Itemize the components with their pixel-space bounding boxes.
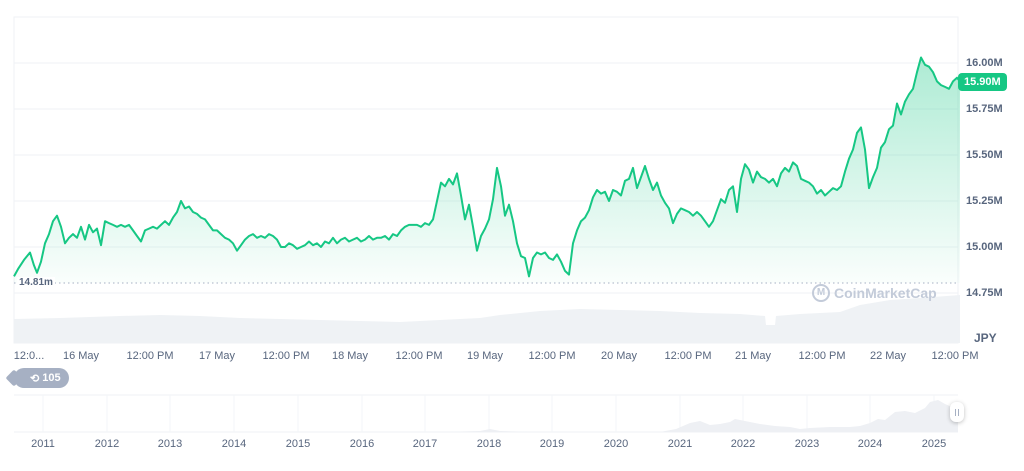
x-tick-label: 19 May (466, 350, 504, 362)
y-tick-label: 15.75M (966, 103, 1003, 115)
x-tick-label: 12:00 PM (664, 350, 712, 362)
volume-bars (14, 295, 960, 343)
x-tick-label: 22 May (869, 350, 907, 362)
y-tick-label: 15.00M (966, 241, 1003, 253)
history-count: 105 (42, 372, 61, 384)
low-price-label: 14.81m (17, 277, 55, 288)
year-tick-label: 2024 (857, 438, 883, 450)
coinmarketcap-logo-icon: M (812, 284, 830, 302)
coinmarketcap-watermark: M CoinMarketCap (812, 284, 937, 302)
x-tick-label: 12:00 PM (528, 350, 576, 362)
year-tick-label: 2013 (157, 438, 183, 450)
year-tick-label: 2020 (603, 438, 629, 450)
year-tick-label: 2011 (31, 438, 55, 450)
x-tick-label: 18 May (331, 350, 369, 362)
history-badge[interactable]: ⟲ 105 (14, 368, 69, 388)
year-tick-label: 2016 (349, 438, 375, 450)
current-price-badge: 15.90M (958, 73, 1007, 91)
grip-icon (955, 408, 956, 416)
x-tick-label: 17 May (198, 350, 236, 362)
year-tick-label: 2021 (667, 438, 693, 450)
y-tick-label: 15.50M (966, 149, 1003, 161)
year-tick-label: 2012 (94, 438, 120, 450)
y-tick-label: 16.00M (966, 57, 1003, 69)
year-tick-label: 2022 (730, 438, 756, 450)
x-tick-label: 16 May (62, 350, 100, 362)
year-tick-label: 2019 (539, 438, 565, 450)
x-tick-label: 12:00 PM (262, 350, 310, 362)
x-tick-label: 20 May (600, 350, 638, 362)
x-tick-label: 21 May (734, 350, 772, 362)
y-tick-label: 15.25M (966, 195, 1003, 207)
year-tick-label: 2025 (921, 438, 947, 450)
year-tick-label: 2015 (285, 438, 311, 450)
currency-label: JPY (974, 331, 997, 345)
year-tick-label: 2023 (794, 438, 820, 450)
year-tick-label: 2014 (221, 438, 247, 450)
year-tick-label: 2017 (412, 438, 438, 450)
history-clock-icon: ⟲ (30, 372, 40, 385)
range-navigator[interactable] (14, 394, 958, 433)
year-tick-label: 2018 (476, 438, 502, 450)
x-tick-label: 12:0... (13, 350, 45, 362)
price-area (13, 56, 961, 283)
navigator-slider-handle[interactable] (950, 402, 964, 422)
x-tick-label: 12:00 PM (931, 350, 979, 362)
x-tick-label: 12:00 PM (798, 350, 846, 362)
watermark-text: CoinMarketCap (834, 285, 937, 301)
y-tick-label: 14.75M (966, 287, 1003, 299)
grip-icon (958, 408, 959, 416)
x-tick-label: 12:00 PM (395, 350, 443, 362)
x-tick-label: 12:00 PM (126, 350, 174, 362)
